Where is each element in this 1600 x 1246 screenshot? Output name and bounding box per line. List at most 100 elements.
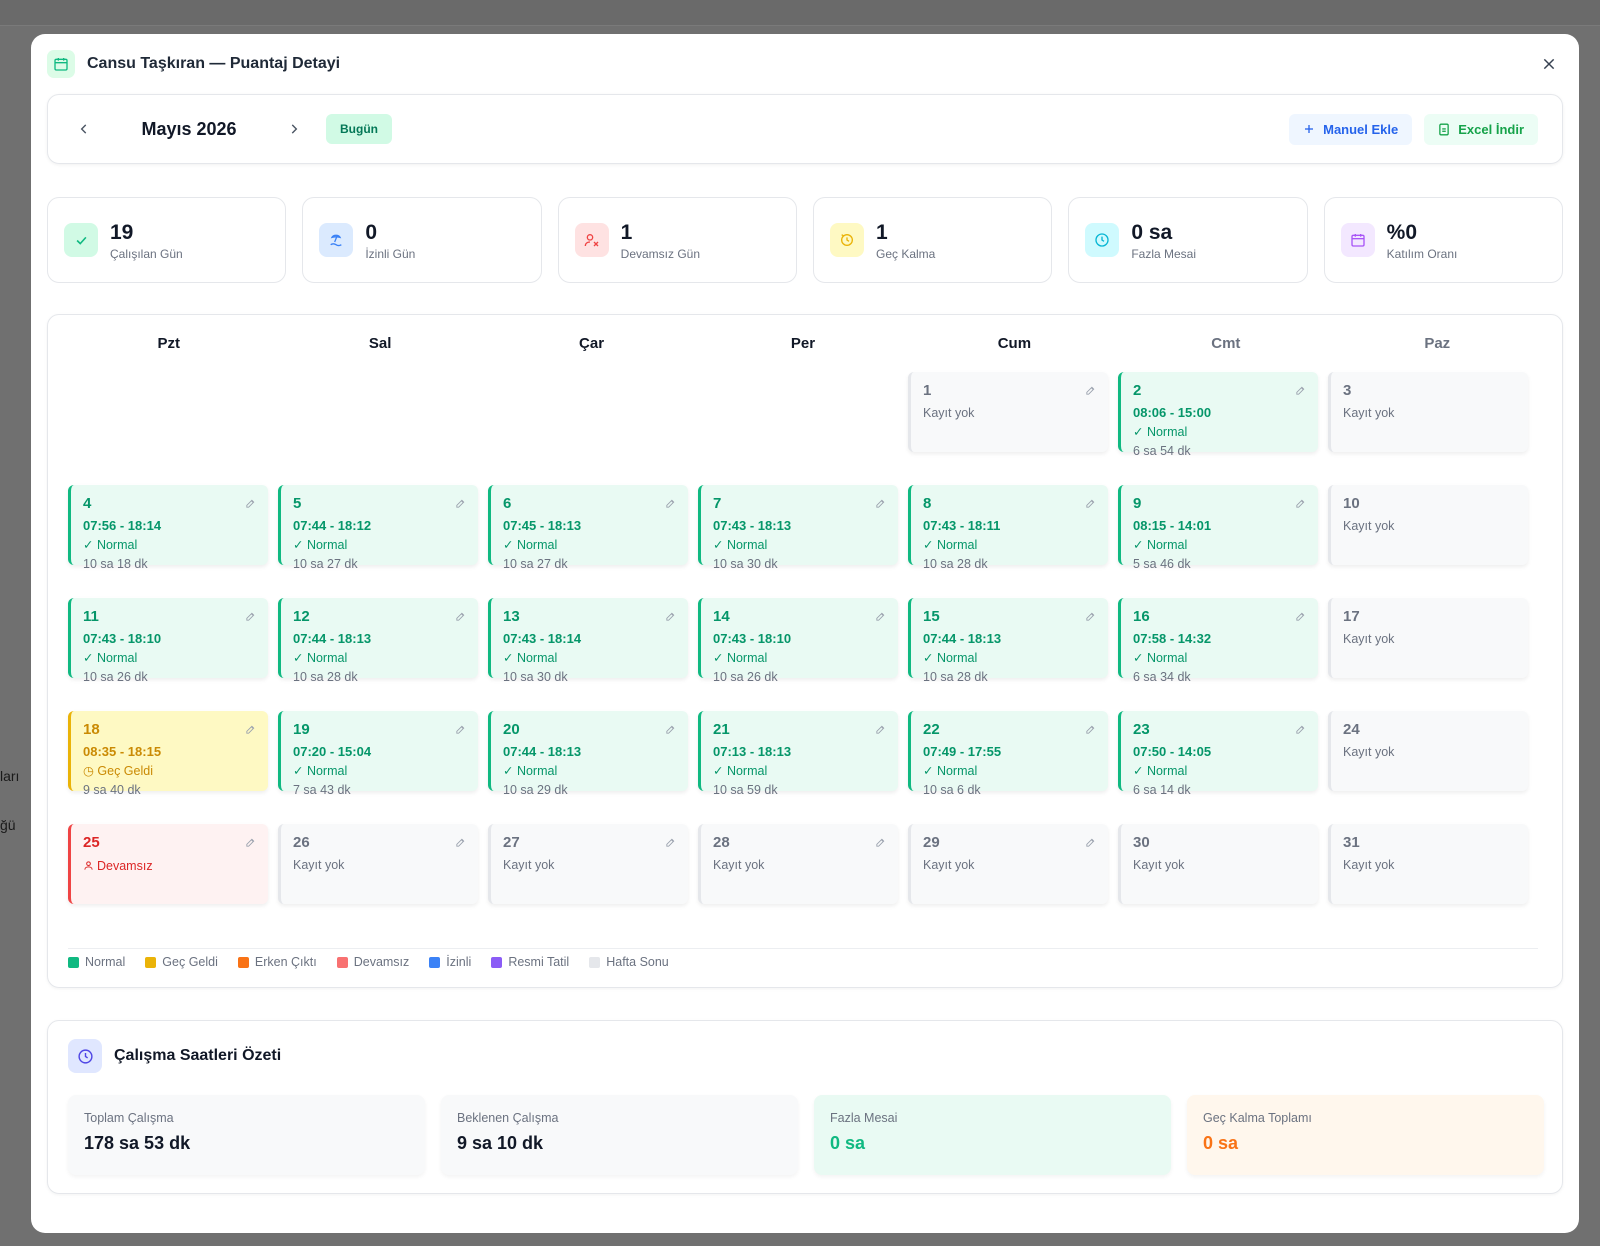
- day-cell[interactable]: 29 Kayıt yok: [908, 824, 1108, 904]
- day-cell[interactable]: 16 07:58 - 14:32 ✓ Normal 6 sa 34 dk: [1118, 598, 1318, 684]
- edit-icon[interactable]: [665, 610, 676, 621]
- manual-add-label: Manuel Ekle: [1323, 121, 1399, 137]
- background-toolbar: [0, 0, 1600, 26]
- empty-cell: [488, 372, 688, 452]
- day-cell[interactable]: 28 Kayıt yok: [698, 824, 898, 904]
- day-cell[interactable]: 9 08:15 - 14:01 ✓ Normal 5 sa 46 dk: [1118, 485, 1318, 571]
- edit-icon[interactable]: [875, 723, 886, 734]
- check-icon: ✓: [713, 764, 727, 778]
- day-cell[interactable]: 14 07:43 - 18:10 ✓ Normal 10 sa 26 dk: [698, 598, 898, 684]
- day-cell[interactable]: 22 07:49 - 17:55 ✓ Normal 10 sa 6 dk: [908, 711, 1108, 797]
- chevron-left-icon[interactable]: [72, 117, 96, 141]
- status-line: ✓ Normal: [713, 650, 886, 666]
- edit-icon[interactable]: [1085, 610, 1096, 621]
- day-number: 2: [1133, 382, 1142, 399]
- day-cell[interactable]: 30 Kayıt yok: [1118, 824, 1318, 904]
- edit-icon[interactable]: [1295, 497, 1306, 508]
- day-cell[interactable]: 24 Kayıt yok: [1328, 711, 1528, 791]
- day-cell[interactable]: 25 Devamsız: [68, 824, 268, 904]
- day-number: 26: [293, 834, 310, 851]
- day-cell[interactable]: 26 Kayıt yok: [278, 824, 478, 904]
- edit-icon[interactable]: [875, 610, 886, 621]
- status-label: Normal: [726, 651, 768, 665]
- day-number: 7: [713, 495, 722, 512]
- summary-card-label: Fazla Mesai: [830, 1111, 898, 1125]
- weekday-label: Per: [790, 335, 816, 352]
- edit-icon[interactable]: [245, 610, 256, 621]
- summary-card-value: 0 sa: [1203, 1133, 1239, 1153]
- stat-label: Devamsız Gün: [620, 246, 701, 261]
- summary-title: Çalışma Saatleri Özeti: [114, 1047, 282, 1064]
- legend-swatch: [589, 956, 601, 968]
- legend-swatch: [429, 956, 441, 968]
- day-cell[interactable]: 21 07:13 - 18:13 ✓ Normal 10 sa 59 dk: [698, 711, 898, 797]
- edit-icon[interactable]: [455, 836, 466, 847]
- file-spreadsheet-icon: [1439, 123, 1450, 135]
- day-number: 3: [1343, 382, 1352, 399]
- day-cell[interactable]: 6 07:45 - 18:13 ✓ Normal 10 sa 27 dk: [488, 485, 688, 571]
- today-button[interactable]: Bugün: [326, 114, 392, 144]
- edit-icon[interactable]: [245, 723, 256, 734]
- time-range: 07:20 - 15:04: [293, 744, 372, 759]
- day-cell[interactable]: 4 07:56 - 18:14 ✓ Normal 10 sa 18 dk: [68, 485, 268, 571]
- close-icon[interactable]: [1535, 50, 1563, 78]
- duration: 10 sa 18 dk: [83, 557, 148, 571]
- time-range: 07:44 - 18:13: [293, 631, 372, 646]
- stat-value: 19: [110, 220, 134, 244]
- status-line: ✓ Normal: [293, 537, 466, 553]
- day-cell[interactable]: 31 Kayıt yok: [1328, 824, 1528, 904]
- edit-icon[interactable]: [875, 836, 886, 847]
- day-cell[interactable]: 10 Kayıt yok: [1328, 485, 1528, 565]
- manual-add-button[interactable]: Manuel Ekle: [1289, 113, 1413, 145]
- time-range: 07:13 - 18:13: [713, 744, 792, 759]
- edit-icon[interactable]: [875, 497, 886, 508]
- edit-icon[interactable]: [665, 836, 676, 847]
- day-cell[interactable]: 18 08:35 - 18:15 ◷ Geç Geldi 9 sa 40 dk: [68, 711, 268, 797]
- day-cell[interactable]: 11 07:43 - 18:10 ✓ Normal 10 sa 26 dk: [68, 598, 268, 684]
- day-cell[interactable]: 19 07:20 - 15:04 ✓ Normal 7 sa 43 dk: [278, 711, 478, 797]
- excel-download-button[interactable]: Excel İndir: [1424, 113, 1538, 145]
- day-cell[interactable]: 15 07:44 - 18:13 ✓ Normal 10 sa 28 dk: [908, 598, 1108, 684]
- day-number: 13: [503, 608, 520, 625]
- edit-icon[interactable]: [1295, 610, 1306, 621]
- day-cell[interactable]: 23 07:50 - 14:05 ✓ Normal 6 sa 14 dk: [1118, 711, 1318, 797]
- day-cell[interactable]: 2 08:06 - 15:00 ✓ Normal 6 sa 54 dk: [1118, 372, 1318, 458]
- edit-icon[interactable]: [455, 723, 466, 734]
- duration: 10 sa 30 dk: [713, 557, 778, 571]
- summary-card: Toplam Çalışma 178 sa 53 dk: [68, 1095, 425, 1175]
- chevron-right-icon[interactable]: [282, 117, 306, 141]
- edit-icon[interactable]: [245, 497, 256, 508]
- day-number: 10: [1343, 495, 1360, 512]
- day-cell[interactable]: 12 07:44 - 18:13 ✓ Normal 10 sa 28 dk: [278, 598, 478, 684]
- edit-icon[interactable]: [1295, 723, 1306, 734]
- empty-cell: [278, 372, 478, 452]
- day-cell[interactable]: 8 07:43 - 18:11 ✓ Normal 10 sa 28 dk: [908, 485, 1108, 571]
- edit-icon[interactable]: [1085, 497, 1096, 508]
- time-range: 07:56 - 18:14: [83, 518, 162, 533]
- day-cell[interactable]: 17 Kayıt yok: [1328, 598, 1528, 678]
- day-cell[interactable]: 27 Kayıt yok: [488, 824, 688, 904]
- day-cell[interactable]: 3 Kayıt yok: [1328, 372, 1528, 452]
- edit-icon[interactable]: [1085, 384, 1096, 395]
- modal-header: Cansu Taşkıran — Puantaj Detayi: [31, 34, 1579, 94]
- edit-icon[interactable]: [455, 497, 466, 508]
- status-line: ✓ Normal: [83, 537, 256, 553]
- status-line: ✓ Normal: [503, 537, 676, 553]
- stat-card: 0 sa Fazla Mesai: [1068, 197, 1308, 283]
- summary-cards: Toplam Çalışma 178 sa 53 dk Beklenen Çalış…: [68, 1095, 1544, 1175]
- stat-text: 1 Geç Kalma: [876, 220, 935, 261]
- edit-icon[interactable]: [1295, 384, 1306, 395]
- edit-icon[interactable]: [1085, 836, 1096, 847]
- edit-icon[interactable]: [1085, 723, 1096, 734]
- edit-icon[interactable]: [665, 497, 676, 508]
- edit-icon[interactable]: [245, 836, 256, 847]
- edit-icon[interactable]: [665, 723, 676, 734]
- day-cell[interactable]: 20 07:44 - 18:13 ✓ Normal 10 sa 29 dk: [488, 711, 688, 797]
- stat-value: 0 sa: [1131, 220, 1173, 244]
- day-cell[interactable]: 1 Kayıt yok: [908, 372, 1108, 452]
- day-cell[interactable]: 5 07:44 - 18:12 ✓ Normal 10 sa 27 dk: [278, 485, 478, 571]
- day-cell[interactable]: 7 07:43 - 18:13 ✓ Normal 10 sa 30 dk: [698, 485, 898, 571]
- day-cell[interactable]: 13 07:43 - 18:14 ✓ Normal 10 sa 30 dk: [488, 598, 688, 684]
- status-line: ✓ Normal: [503, 763, 676, 779]
- edit-icon[interactable]: [455, 610, 466, 621]
